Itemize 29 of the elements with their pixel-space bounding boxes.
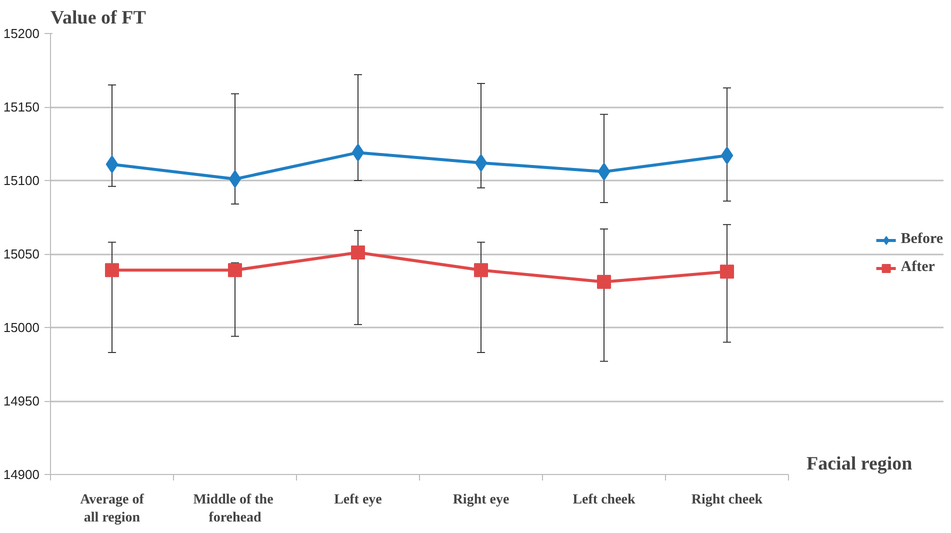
point bbox=[598, 162, 610, 181]
point bbox=[597, 274, 612, 289]
x-tick-label: Left eye bbox=[334, 492, 382, 508]
x-tick-label: Right cheek bbox=[691, 492, 763, 508]
x-tick-label: Right eye bbox=[452, 492, 510, 508]
x-tick-label: Average of all region bbox=[80, 492, 144, 526]
point bbox=[228, 263, 242, 278]
y-axis-title: Value of FT bbox=[50, 8, 146, 28]
point bbox=[228, 170, 242, 188]
y-tick-label: 15000 bbox=[3, 320, 40, 335]
point bbox=[720, 264, 734, 279]
point bbox=[352, 144, 364, 162]
legend-label: Before bbox=[900, 231, 943, 248]
point bbox=[474, 154, 488, 172]
point bbox=[106, 155, 118, 174]
y-tick-label: 14950 bbox=[3, 394, 40, 408]
x-tick-label: Left cheek bbox=[572, 492, 636, 508]
point bbox=[474, 263, 488, 278]
point bbox=[720, 146, 734, 165]
y-tick-label: 15150 bbox=[3, 100, 40, 114]
y-tick-label: 15200 bbox=[3, 26, 40, 41]
point bbox=[351, 246, 366, 260]
y-tick-label: 14900 bbox=[3, 467, 40, 482]
x-axis-title: Facial region bbox=[806, 454, 913, 474]
y-tick-label: 15100 bbox=[3, 173, 40, 188]
x-tick-label: Middle of the forehead bbox=[193, 492, 274, 526]
point bbox=[105, 263, 119, 278]
legend-label: After bbox=[900, 259, 935, 276]
y-tick-label: 15050 bbox=[3, 246, 40, 262]
